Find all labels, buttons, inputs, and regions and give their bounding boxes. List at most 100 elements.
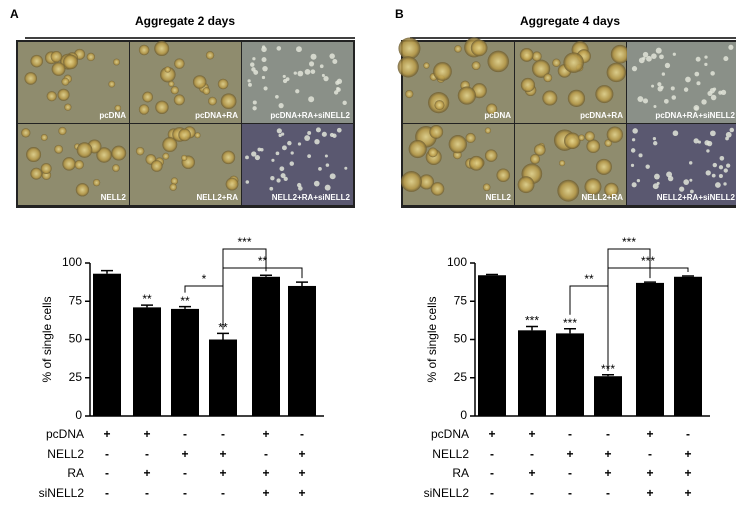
cell	[208, 96, 217, 106]
cell	[519, 48, 534, 62]
cell	[482, 183, 491, 192]
bar	[288, 285, 316, 416]
cell	[324, 184, 331, 191]
error-bar	[526, 325, 538, 331]
bar	[209, 339, 237, 416]
cell	[252, 57, 256, 61]
cell	[470, 39, 488, 57]
cell	[672, 52, 676, 56]
cell	[563, 52, 584, 73]
cell	[170, 86, 179, 95]
condition-name: pcDNA	[46, 427, 84, 441]
cell	[642, 98, 649, 104]
cell	[202, 87, 211, 95]
cell	[694, 71, 700, 77]
cell	[725, 136, 729, 141]
condition-name: pcDNA	[431, 427, 469, 441]
image-label: pcDNA	[484, 111, 511, 120]
cell	[584, 178, 602, 196]
cell	[655, 47, 662, 54]
cell	[542, 90, 558, 106]
significance: ***	[525, 314, 539, 328]
cell	[693, 105, 700, 111]
error-bar	[564, 328, 576, 334]
condition-name: RA	[67, 466, 84, 480]
cell	[30, 167, 43, 180]
cell	[310, 53, 317, 60]
condition-mark: -	[606, 486, 610, 500]
image-label: NELL2	[101, 193, 127, 202]
cell	[324, 154, 328, 158]
cell	[710, 130, 716, 137]
cell	[520, 77, 536, 93]
bracket-label: **	[584, 272, 594, 286]
cell	[604, 182, 619, 197]
condition-mark: -	[221, 486, 225, 500]
cell	[154, 41, 170, 57]
cell	[279, 166, 285, 172]
cell	[564, 132, 581, 150]
cell	[307, 131, 312, 135]
cell	[285, 77, 290, 82]
cell	[293, 71, 297, 75]
cell	[578, 134, 585, 141]
cell	[108, 80, 116, 88]
cell	[718, 165, 724, 170]
condition-mark: -	[568, 486, 572, 500]
error-bar	[179, 305, 191, 309]
cell	[653, 105, 657, 109]
cell	[672, 130, 679, 137]
condition-mark: -	[530, 486, 534, 500]
condition-mark: +	[219, 447, 226, 461]
cell	[595, 85, 614, 104]
cell	[57, 88, 70, 101]
cell	[433, 62, 452, 81]
cell	[448, 135, 467, 154]
y-tick-label: 50	[69, 332, 83, 346]
cell	[705, 170, 711, 176]
cell	[194, 132, 201, 139]
cell	[637, 96, 644, 102]
cell	[683, 87, 689, 92]
cell	[487, 50, 509, 73]
cell	[397, 56, 419, 78]
cell	[689, 189, 694, 194]
cell	[344, 166, 348, 170]
cell	[170, 177, 179, 185]
condition-mark: -	[606, 427, 610, 441]
y-axis-label: % of single cells	[40, 296, 54, 382]
cell	[719, 155, 725, 161]
cell	[304, 69, 311, 75]
condition-mark: -	[145, 486, 149, 500]
condition-mark: -	[145, 447, 149, 461]
cell	[653, 141, 658, 146]
cell	[471, 61, 481, 71]
bar	[556, 333, 584, 416]
bracket	[222, 267, 303, 330]
cell	[61, 77, 70, 86]
condition-mark: +	[684, 486, 691, 500]
image-label: NELL2+RA+siNELL2	[657, 193, 736, 202]
y-tick-label: 75	[69, 293, 83, 307]
condition-mark: -	[183, 427, 187, 441]
condition-name: RA	[452, 466, 469, 480]
cell	[253, 69, 259, 75]
condition-mark: +	[298, 466, 305, 480]
error-bar	[101, 269, 113, 274]
cell	[400, 171, 422, 192]
cell	[329, 132, 335, 138]
cell	[430, 182, 445, 196]
cell	[631, 66, 638, 72]
cell	[486, 103, 498, 115]
cell	[181, 154, 188, 161]
y-tick-label: 100	[62, 255, 82, 269]
cell	[289, 161, 294, 166]
cell	[58, 126, 67, 136]
cell	[162, 152, 170, 160]
cell	[398, 37, 421, 60]
bar	[133, 307, 161, 416]
cell	[112, 164, 120, 172]
cell	[728, 44, 734, 50]
error-bar	[141, 304, 153, 308]
cell	[319, 64, 324, 69]
